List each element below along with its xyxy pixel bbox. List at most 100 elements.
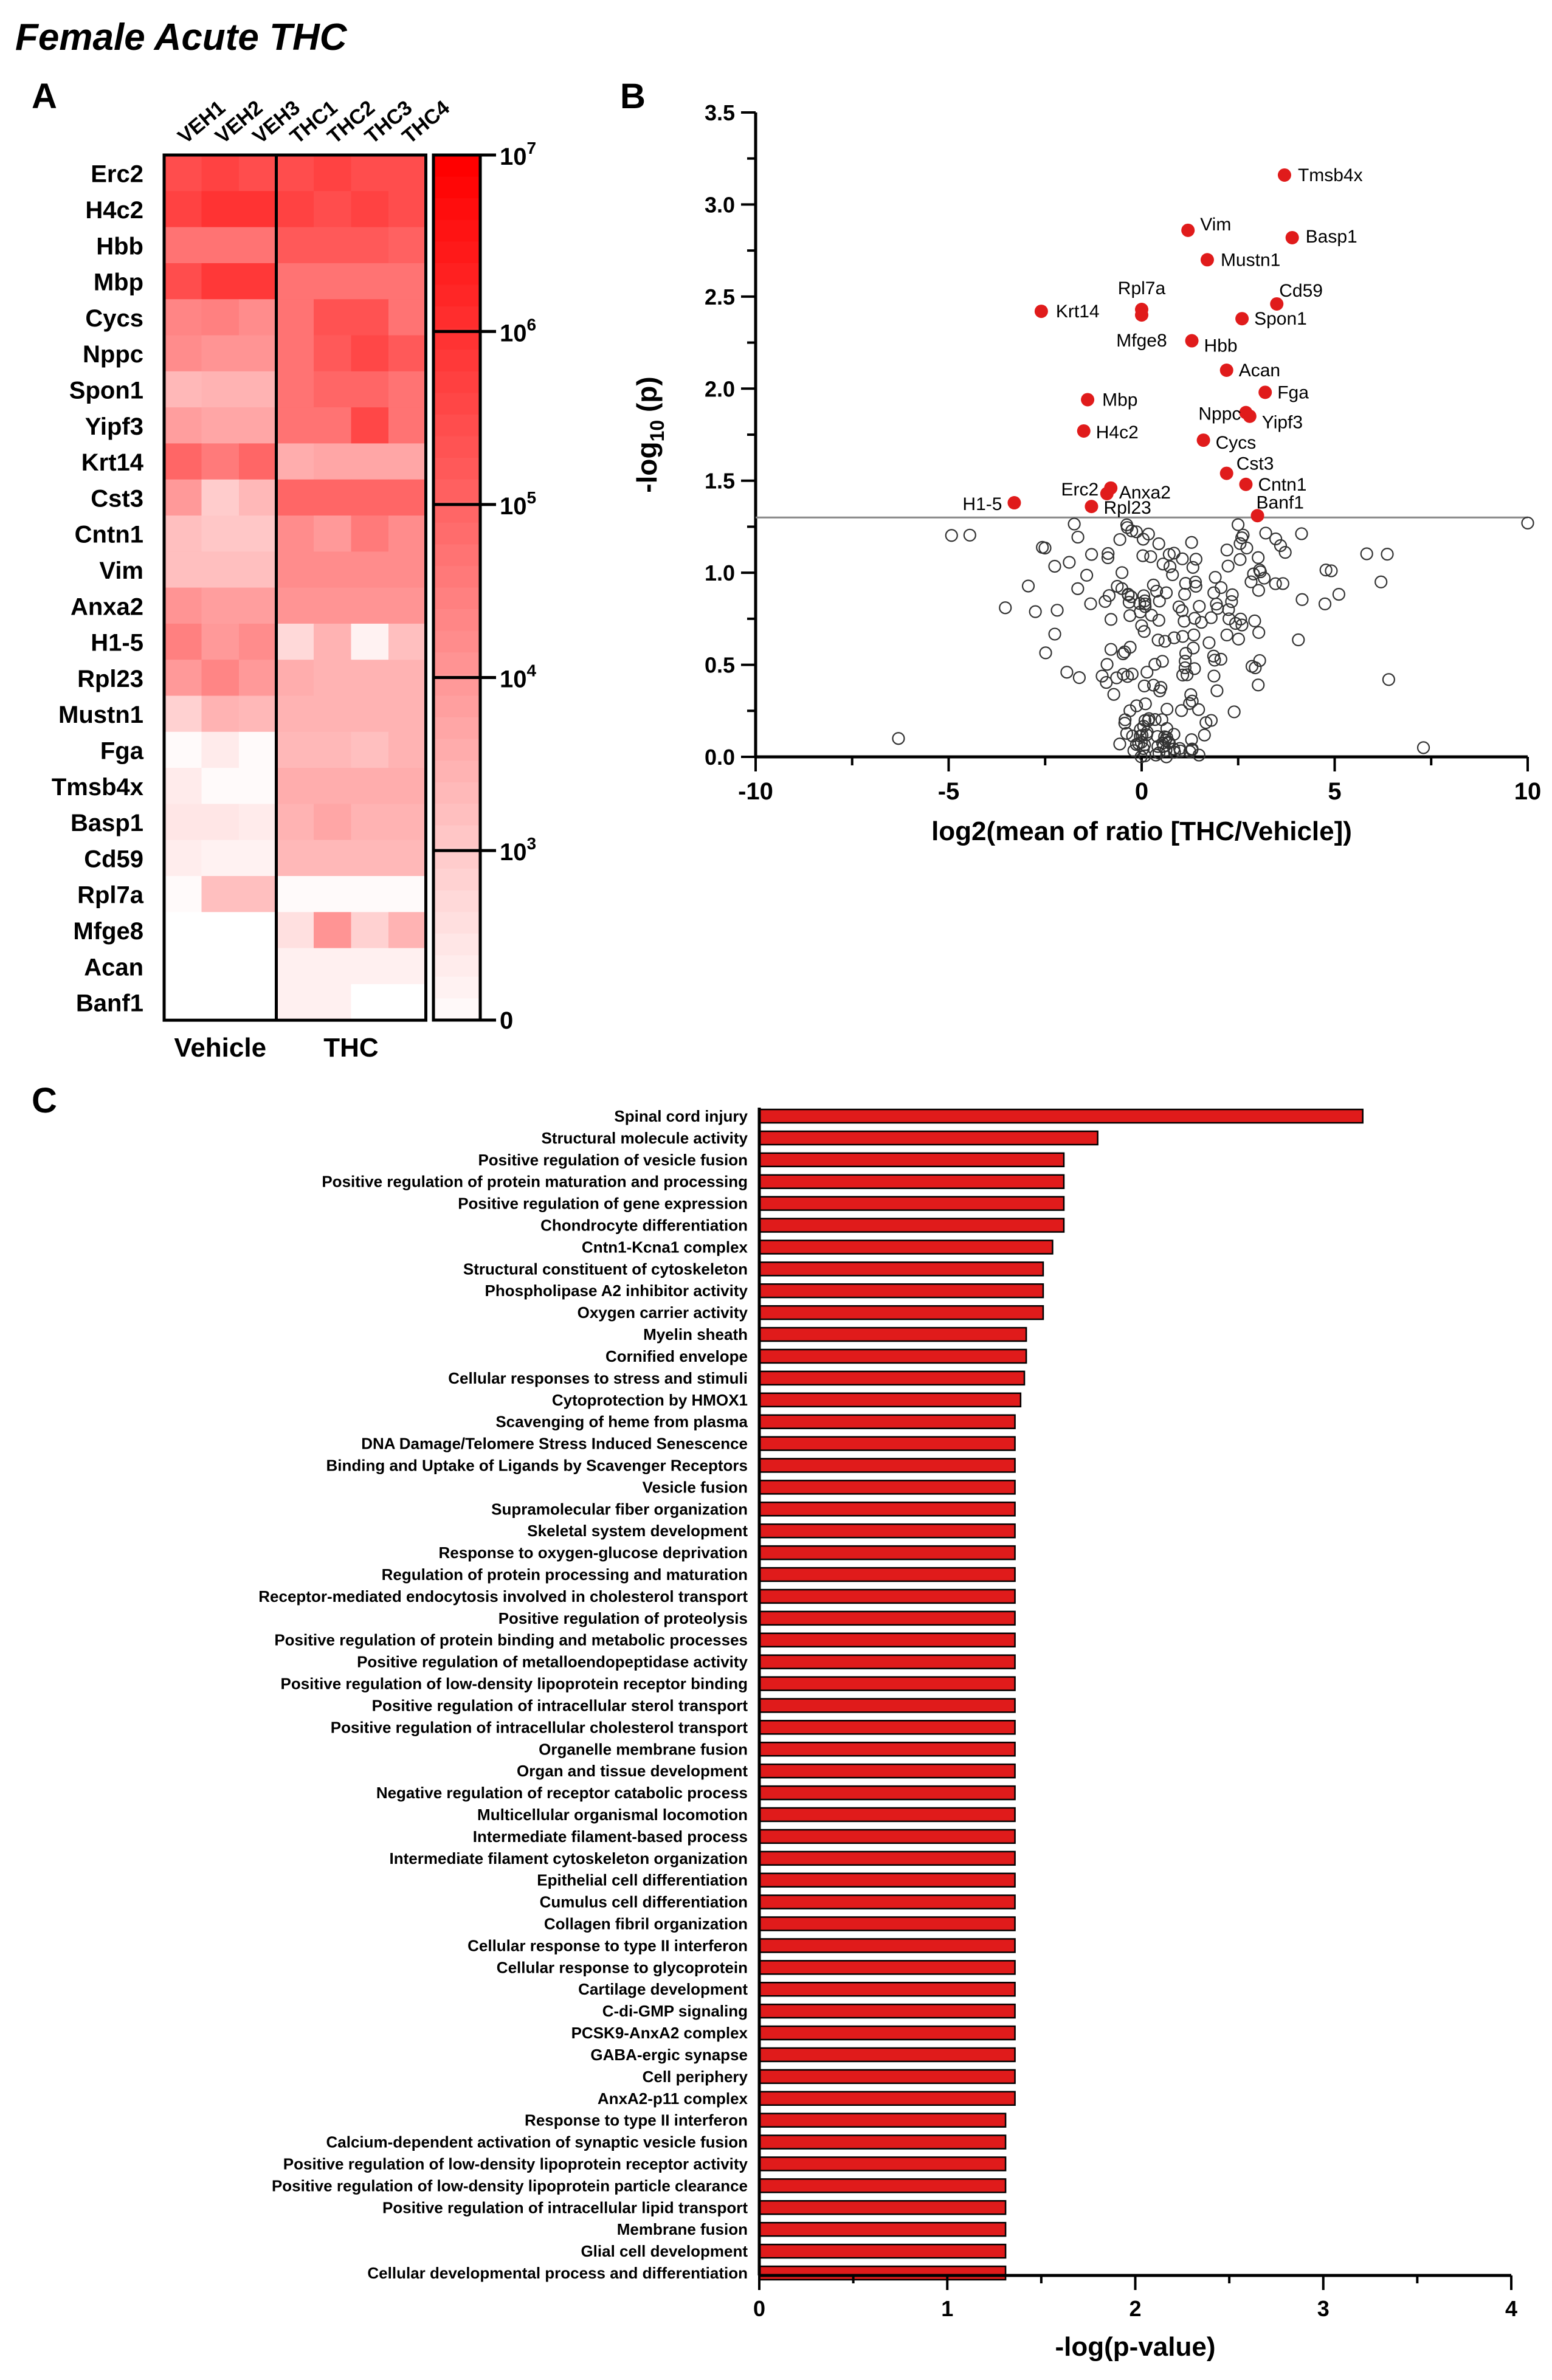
- nonsignificant-point: [1050, 604, 1064, 617]
- heatmap-cell: [201, 155, 240, 191]
- heatmap-cell: [388, 731, 426, 768]
- nonsignificant-point: [1116, 566, 1129, 579]
- bar-category-label: Cartilage development: [578, 1980, 748, 1998]
- significant-point: [1258, 385, 1272, 399]
- nonsignificant-point: [1186, 561, 1199, 574]
- volcano-x-tick-label: 10: [1514, 778, 1542, 805]
- bar-category-label: Myelin sheath: [643, 1325, 748, 1343]
- heatmap-cell: [388, 695, 426, 733]
- nonsignificant-point: [1254, 565, 1267, 579]
- gene-row-label: Anxa2: [71, 593, 143, 620]
- heatmap-cell: [351, 840, 389, 877]
- heatmap-cell: [388, 768, 426, 804]
- nonsignificant-point: [1252, 551, 1265, 564]
- volcano-y-tick-label: 3.5: [705, 100, 735, 125]
- heatmap-cell: [388, 516, 426, 552]
- nonsignificant-point: [1125, 524, 1139, 537]
- heatmap-cell: [239, 768, 277, 804]
- significant-point-label: Fga: [1277, 382, 1309, 402]
- heatmap-cell: [388, 479, 426, 516]
- heatmap-cell: [276, 479, 314, 516]
- heatmap-cell: [164, 371, 202, 408]
- bar-category-label: Scavenging of heme from plasma: [495, 1413, 748, 1431]
- heatmap-cell: [239, 984, 277, 1021]
- nonsignificant-point: [1227, 705, 1241, 719]
- nonsignificant-point: [1319, 564, 1333, 577]
- nonsignificant-point: [1295, 527, 1308, 540]
- heatmap-cell: [314, 299, 351, 336]
- heatmap-cell: [388, 443, 426, 480]
- nonsignificant-point: [1125, 590, 1138, 604]
- color-scale-step: [433, 176, 480, 199]
- nonsignificant-point: [1225, 595, 1238, 609]
- heatmap-cell: [201, 479, 240, 516]
- heatmap-cell: [314, 191, 351, 228]
- color-scale-step: [433, 890, 480, 912]
- color-scale-step: [433, 544, 480, 567]
- nonsignificant-point: [1138, 749, 1152, 762]
- nonsignificant-point: [1156, 557, 1170, 571]
- color-scale-step: [433, 868, 480, 891]
- heatmap-cell: [351, 660, 389, 696]
- significant-point: [1243, 409, 1257, 423]
- color-scale-tick-exponent: 3: [527, 834, 537, 853]
- heatmap-cell: [351, 516, 389, 552]
- heatmap-cell: [351, 948, 389, 985]
- volcano-y-tick-label: 3.0: [705, 192, 735, 217]
- heatmap-cell: [388, 551, 426, 588]
- gene-row-label: Mustn1: [58, 702, 143, 728]
- nonsignificant-point: [945, 529, 958, 542]
- heatmap-cell: [314, 443, 351, 480]
- heatmap-cell: [201, 516, 240, 552]
- nonsignificant-point: [1139, 697, 1152, 711]
- nonsignificant-point: [1360, 547, 1373, 561]
- significant-point-label: Hbb: [1204, 336, 1238, 356]
- color-scale-step: [433, 479, 480, 502]
- bar: [758, 1676, 1016, 1691]
- heatmap-cell: [314, 912, 351, 949]
- heatmap-cell: [388, 299, 426, 336]
- nonsignificant-point: [1167, 631, 1181, 644]
- nonsignificant-point: [1374, 575, 1388, 588]
- heatmap-cell: [351, 695, 389, 733]
- nonsignificant-point: [1039, 646, 1052, 660]
- heatmap-cell: [276, 840, 314, 877]
- nonsignificant-point: [1269, 577, 1282, 590]
- nonsignificant-point: [1154, 681, 1168, 694]
- gene-row-label: Banf1: [76, 990, 143, 1017]
- significant-point: [1250, 509, 1264, 523]
- bar-category-label: Structural constituent of cytoskeleton: [463, 1260, 748, 1278]
- nonsignificant-point: [1235, 531, 1249, 545]
- nonsignificant-point: [1122, 596, 1136, 609]
- nonsignificant-point: [1151, 730, 1164, 743]
- significant-point-label: Rpl23: [1103, 498, 1151, 518]
- color-scale-step: [433, 630, 480, 653]
- nonsignificant-point: [1156, 655, 1169, 668]
- heatmap-cell: [351, 804, 389, 841]
- heatmap-cell: [276, 804, 314, 841]
- bar-category-label: Regulation of protein processing and mat…: [382, 1565, 748, 1584]
- nonsignificant-point: [1178, 615, 1191, 628]
- gene-row-label: Cd59: [84, 846, 143, 872]
- nonsignificant-point: [1221, 559, 1235, 573]
- nonsignificant-point: [1233, 553, 1247, 566]
- heatmap-cell: [201, 263, 240, 300]
- heatmap-cell: [276, 912, 314, 949]
- nonsignificant-point: [1244, 575, 1258, 588]
- heatmap-cell: [239, 479, 277, 516]
- significant-point-label: Cntn1: [1258, 475, 1306, 495]
- bar: [758, 2200, 1007, 2215]
- bar: [758, 1632, 1016, 1647]
- bar-category-label: Positive regulation of protein binding a…: [274, 1631, 748, 1649]
- bar: [758, 2047, 1016, 2063]
- bar: [758, 1240, 1054, 1255]
- group-label-vehicle: Vehicle: [174, 1033, 266, 1063]
- heatmap-cell: [164, 660, 202, 696]
- heatmap-cell: [164, 731, 202, 768]
- significant-point: [1077, 424, 1091, 438]
- volcano-y-tick-label: 1.0: [705, 561, 735, 585]
- heatmap-cell: [201, 731, 240, 768]
- color-scale-step: [433, 782, 480, 804]
- bar: [758, 1698, 1016, 1713]
- heatmap-cell: [201, 768, 240, 804]
